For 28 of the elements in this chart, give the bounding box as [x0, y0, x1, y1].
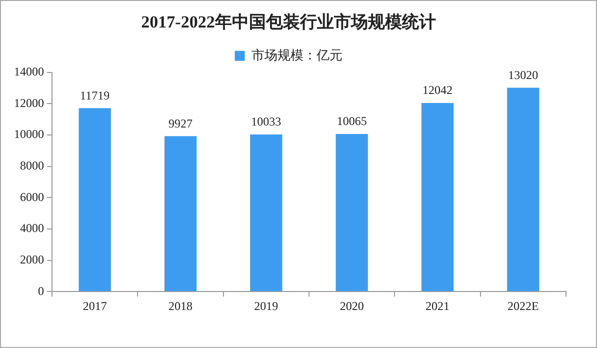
data-label: 10033: [251, 114, 282, 129]
data-label: 13020: [508, 68, 538, 82]
x-tick-label: 2018: [168, 298, 192, 313]
bar: [421, 103, 454, 292]
y-tick-label: 2000: [20, 252, 44, 266]
x-tick-label: 2020: [340, 298, 364, 313]
y-tick-label: 10000: [14, 127, 44, 142]
legend-label: 市场规模：亿元: [251, 48, 342, 64]
x-tick-label: 2021: [426, 298, 450, 313]
data-label: 11719: [80, 88, 110, 102]
data-label: 9927: [168, 116, 192, 130]
data-label: 12042: [422, 83, 452, 98]
x-tick-label: 2022E: [507, 298, 539, 313]
bar: [78, 108, 111, 292]
data-label: 10065: [336, 114, 367, 128]
bar: [336, 134, 368, 292]
x-tick-label: 2019: [254, 298, 278, 313]
bar: [507, 88, 540, 292]
y-tick-label: 0: [38, 284, 44, 298]
y-tick-label: 14000: [14, 64, 44, 79]
bar: [164, 136, 197, 292]
bar: [250, 134, 282, 292]
x-tick-label: 2017: [82, 298, 107, 313]
y-tick-label: 12000: [14, 96, 44, 110]
y-tick-label: 8000: [20, 158, 44, 172]
chart-title: 2017-2022年中国包装行业市场规模统计: [141, 12, 436, 32]
y-tick-label: 6000: [20, 190, 44, 204]
y-tick-label: 4000: [20, 221, 44, 236]
